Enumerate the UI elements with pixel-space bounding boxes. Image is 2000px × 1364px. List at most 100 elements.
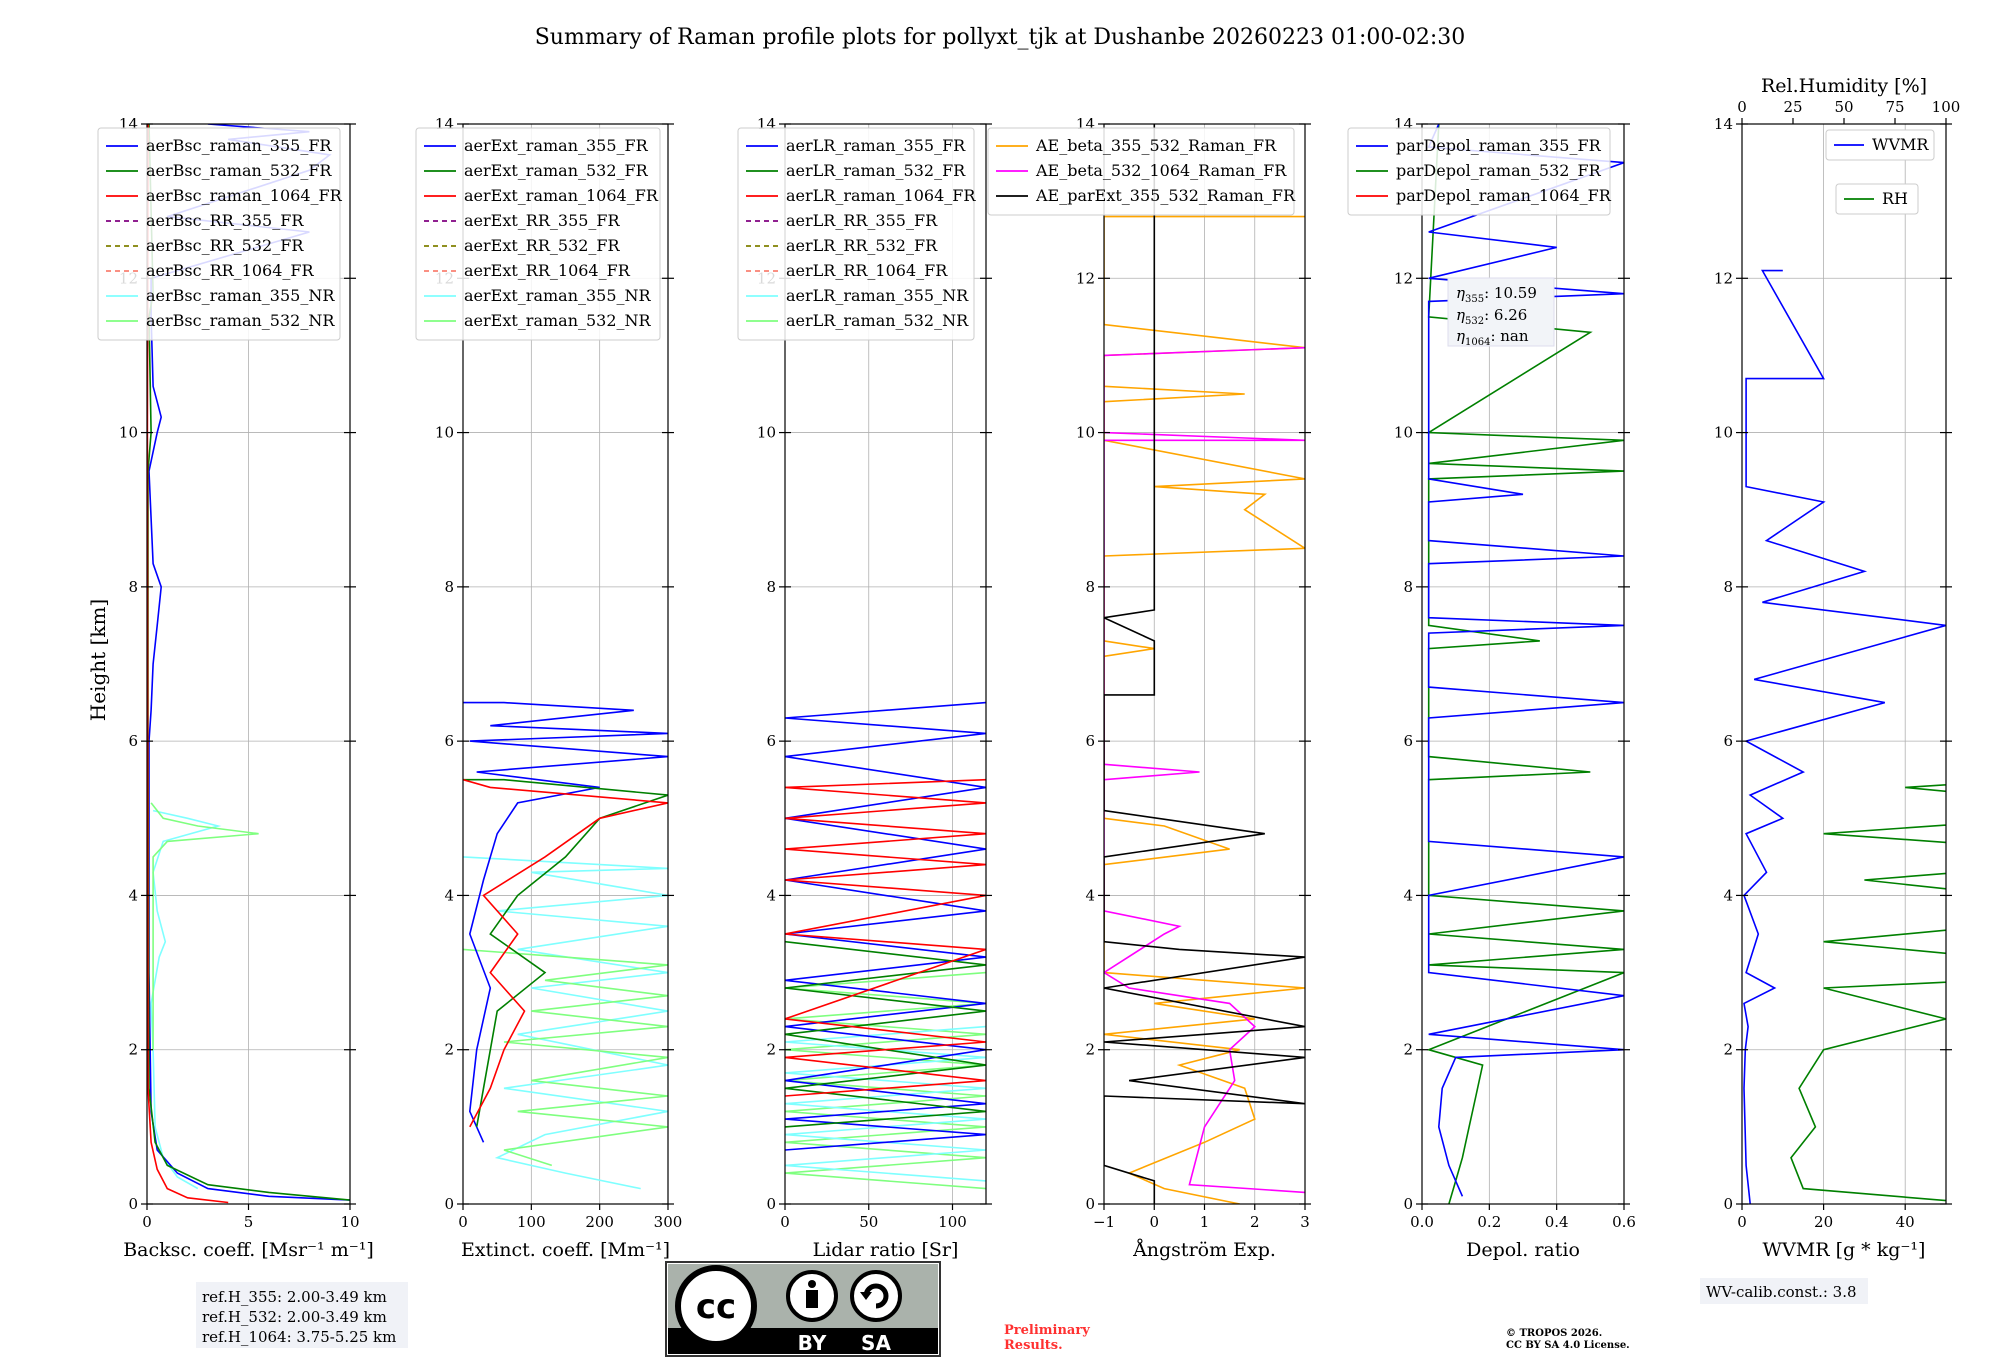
- ytick-label-ext: 6: [444, 732, 454, 750]
- ytick-label-ae: 6: [1085, 732, 1095, 750]
- ytick-label-wv: 4: [1723, 886, 1733, 904]
- ytick-label-lr: 0: [766, 1195, 776, 1213]
- series-line-lr-1: [785, 1025, 986, 1182]
- top-xtick-label-wv: 25: [1783, 98, 1802, 116]
- legend-label-ae-0: AE_beta_355_532_Raman_FR: [1035, 136, 1277, 155]
- legend-box-depol: [1347, 127, 1611, 216]
- series-line-ae-1: [1104, 346, 1305, 1194]
- height-axis-label: Height [km]: [86, 599, 110, 721]
- series-line-wv-1: [1790, 784, 1946, 1202]
- legend-label-lr-3: aerLR_RR_355_FR: [786, 211, 938, 230]
- top-xaxis-label-wv: Rel.Humidity [%]: [1761, 75, 1927, 97]
- legend-label-ext-4: aerExt_RR_532_FR: [464, 236, 621, 255]
- xtick-label-wv: 0: [1737, 1213, 1747, 1231]
- ytick-label-ext: 10: [435, 424, 454, 442]
- ytick-label-bsc: 2: [128, 1041, 138, 1059]
- ytick-label-wv: 10: [1714, 424, 1733, 442]
- legend-label-lr-7: aerLR_raman_532_NR: [786, 311, 969, 330]
- ref-height-box: ref.H_355: 2.00-3.49 km ref.H_532: 2.00-…: [196, 1282, 408, 1348]
- series-group-ae: [1104, 124, 1305, 1204]
- ytick-label-ae: 10: [1076, 424, 1095, 442]
- cc-logo-icon: [675, 1265, 757, 1347]
- xtick-label-lr: 100: [938, 1213, 967, 1231]
- legend-label-bsc-6: aerBsc_raman_355_NR: [146, 286, 335, 305]
- series-line-bsc-1: [150, 802, 259, 1050]
- legend-box-lr: [737, 127, 975, 341]
- share-alike-icon: [850, 1270, 902, 1322]
- eta-355-sub: 355: [1465, 294, 1484, 305]
- series-line-ext-0: [463, 856, 668, 1190]
- ytick-label-wv: 12: [1714, 269, 1733, 287]
- series-line-ext-4: [463, 778, 668, 1128]
- legend-label-ext-5: aerExt_RR_1064_FR: [464, 261, 631, 280]
- xtick-label-bsc: 0: [142, 1213, 152, 1231]
- legend-ext: aerExt_raman_355_FR aerExt_raman_532_FRae…: [415, 127, 661, 341]
- xtick-label-ext: 0: [458, 1213, 468, 1231]
- ytick-label-bsc: 4: [128, 886, 138, 904]
- xtick-label-depol: 0.4: [1545, 1213, 1569, 1231]
- eta-1064-sub: 1064: [1465, 337, 1490, 348]
- ref-h-532: ref.H_532: 2.00-3.49 km: [202, 1308, 387, 1326]
- legend-label-bsc-2: aerBsc_raman_1064_FR: [146, 186, 343, 205]
- xaxis-label-wv: WVMR [g * kg⁻¹]: [1763, 1239, 1926, 1261]
- ytick-label-ae: 2: [1085, 1041, 1095, 1059]
- ytick-label-depol: 4: [1403, 886, 1413, 904]
- legend-box-ae: [987, 127, 1295, 216]
- legend-label-ae-2: AE_parExt_355_532_Raman_FR: [1035, 186, 1296, 205]
- ytick-label-ae: 4: [1085, 886, 1095, 904]
- legend-box-wv-0: [1825, 129, 1935, 161]
- series-line-wv-0: [1743, 269, 1946, 1204]
- legend-label-lr-0: aerLR_raman_355_FR: [786, 136, 966, 155]
- series-line-ext-2: [463, 701, 668, 1143]
- xtick-label-lr: 0: [780, 1213, 790, 1231]
- legend-label-depol-2: parDepol_raman_1064_FR: [1396, 186, 1612, 205]
- xtick-label-lr: 50: [859, 1213, 878, 1231]
- ytick-label-depol: 12: [1394, 269, 1413, 287]
- legend-label-ext-7: aerExt_raman_532_NR: [464, 311, 652, 330]
- ytick-label-lr: 10: [757, 424, 776, 442]
- ytick-label-wv: 2: [1723, 1041, 1733, 1059]
- legend-wv: WVMR RH: [1825, 129, 1935, 215]
- legend-label-wv-1: RH: [1882, 189, 1908, 208]
- ytick-label-ae: 12: [1076, 269, 1095, 287]
- ytick-label-lr: 2: [766, 1041, 776, 1059]
- axes-frame-ext: [462, 123, 669, 1205]
- legend-label-bsc-3: aerBsc_RR_355_FR: [146, 211, 304, 230]
- legend-label-ae-1: AE_beta_532_1064_Raman_FR: [1035, 161, 1287, 180]
- series-line-lr-0: [785, 971, 986, 1190]
- xtick-label-ext: 300: [654, 1213, 683, 1231]
- legend-label-bsc-0: aerBsc_raman_355_FR: [146, 136, 332, 155]
- eta-532-value: : 6.26: [1484, 306, 1527, 324]
- ytick-label-ae: 0: [1085, 1195, 1095, 1213]
- series-line-ae-2: [1104, 124, 1305, 1204]
- panel-bsc: 024681012140510Backsc. coeff. [Msr⁻¹ m⁻¹…: [97, 115, 374, 1261]
- series-line-lr-2: [785, 701, 986, 1151]
- panel-lr: 02468101214050100Lidar ratio [Sr]aerLR_r…: [737, 115, 992, 1261]
- legend-ae: AE_beta_355_532_Raman_FR AE_beta_532_1064…: [987, 127, 1296, 216]
- legend-box-ext: [415, 127, 661, 341]
- ytick-label-lr: 8: [766, 578, 776, 596]
- xtick-label-ae: 3: [1300, 1213, 1310, 1231]
- xaxis-label-bsc: Backsc. coeff. [Msr⁻¹ m⁻¹]: [123, 1239, 374, 1261]
- legend-label-bsc-5: aerBsc_RR_1064_FR: [146, 261, 315, 280]
- legend-label-lr-2: aerLR_raman_1064_FR: [786, 186, 976, 205]
- ytick-label-bsc: 8: [128, 578, 138, 596]
- ytick-label-bsc: 0: [128, 1195, 138, 1213]
- legend-label-lr-1: aerLR_raman_532_FR: [786, 161, 966, 180]
- license-by: BY: [798, 1331, 827, 1355]
- ytick-label-depol: 0: [1403, 1195, 1413, 1213]
- xaxis-label-lr: Lidar ratio [Sr]: [813, 1239, 959, 1261]
- legend-depol: parDepol_raman_355_FR parDepol_raman_532_…: [1347, 127, 1612, 216]
- series-line-bsc-0: [150, 809, 222, 1190]
- top-xtick-label-wv: 0: [1737, 98, 1747, 116]
- legend-label-lr-6: aerLR_raman_355_NR: [786, 286, 969, 305]
- axes-frame-wv: [1741, 123, 1947, 1205]
- ytick-label-bsc: 10: [119, 424, 138, 442]
- legend-label-bsc-7: aerBsc_raman_532_NR: [146, 311, 335, 330]
- legend-box-wv-1: [1835, 183, 1919, 215]
- preliminary-line1: Preliminary: [1004, 1323, 1090, 1338]
